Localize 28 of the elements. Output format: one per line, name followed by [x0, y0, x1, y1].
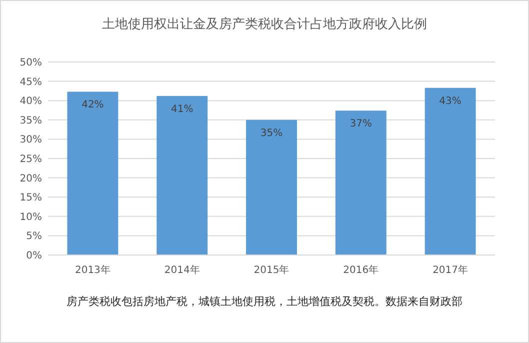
y-tick-label: 20%: [20, 173, 42, 184]
data-label: 42%: [82, 100, 104, 111]
y-tick-label: 30%: [20, 134, 42, 146]
y-tick-label: 40%: [20, 96, 42, 108]
bar: [67, 92, 118, 255]
bar: [246, 120, 297, 255]
y-tick-label: 25%: [20, 154, 42, 165]
y-tick-label: 45%: [20, 76, 42, 88]
data-label: 41%: [170, 104, 194, 115]
y-tick-label: 15%: [20, 192, 42, 204]
x-tick-label: 2017年: [432, 264, 468, 276]
text: 房产类税收包括房地产税，城镇土地使用税，土地增值税及契税。数据来自财政部: [66, 295, 462, 308]
y-tick-label: 50%: [20, 58, 42, 68]
x-tick-label: 2013年: [74, 264, 110, 276]
y-tick-label: 10%: [20, 212, 42, 223]
x-tick-label: 2014年: [164, 264, 200, 276]
x-tick-label: 2015年: [254, 264, 290, 276]
x-tick-label: 2016年: [343, 264, 379, 276]
bar: [156, 96, 208, 255]
y-tick-label: 35%: [20, 115, 42, 126]
data-label: 43%: [439, 96, 462, 107]
data-label: 35%: [260, 128, 283, 139]
bar: [424, 88, 476, 255]
y-tick-label: 5%: [26, 231, 42, 242]
data-label: 37%: [350, 118, 372, 130]
chart-title: 土地使用权出让金及房产类税收合计占地方政府收入比例: [102, 16, 427, 32]
y-tick-label: 0%: [26, 250, 42, 262]
bar: [335, 110, 386, 255]
